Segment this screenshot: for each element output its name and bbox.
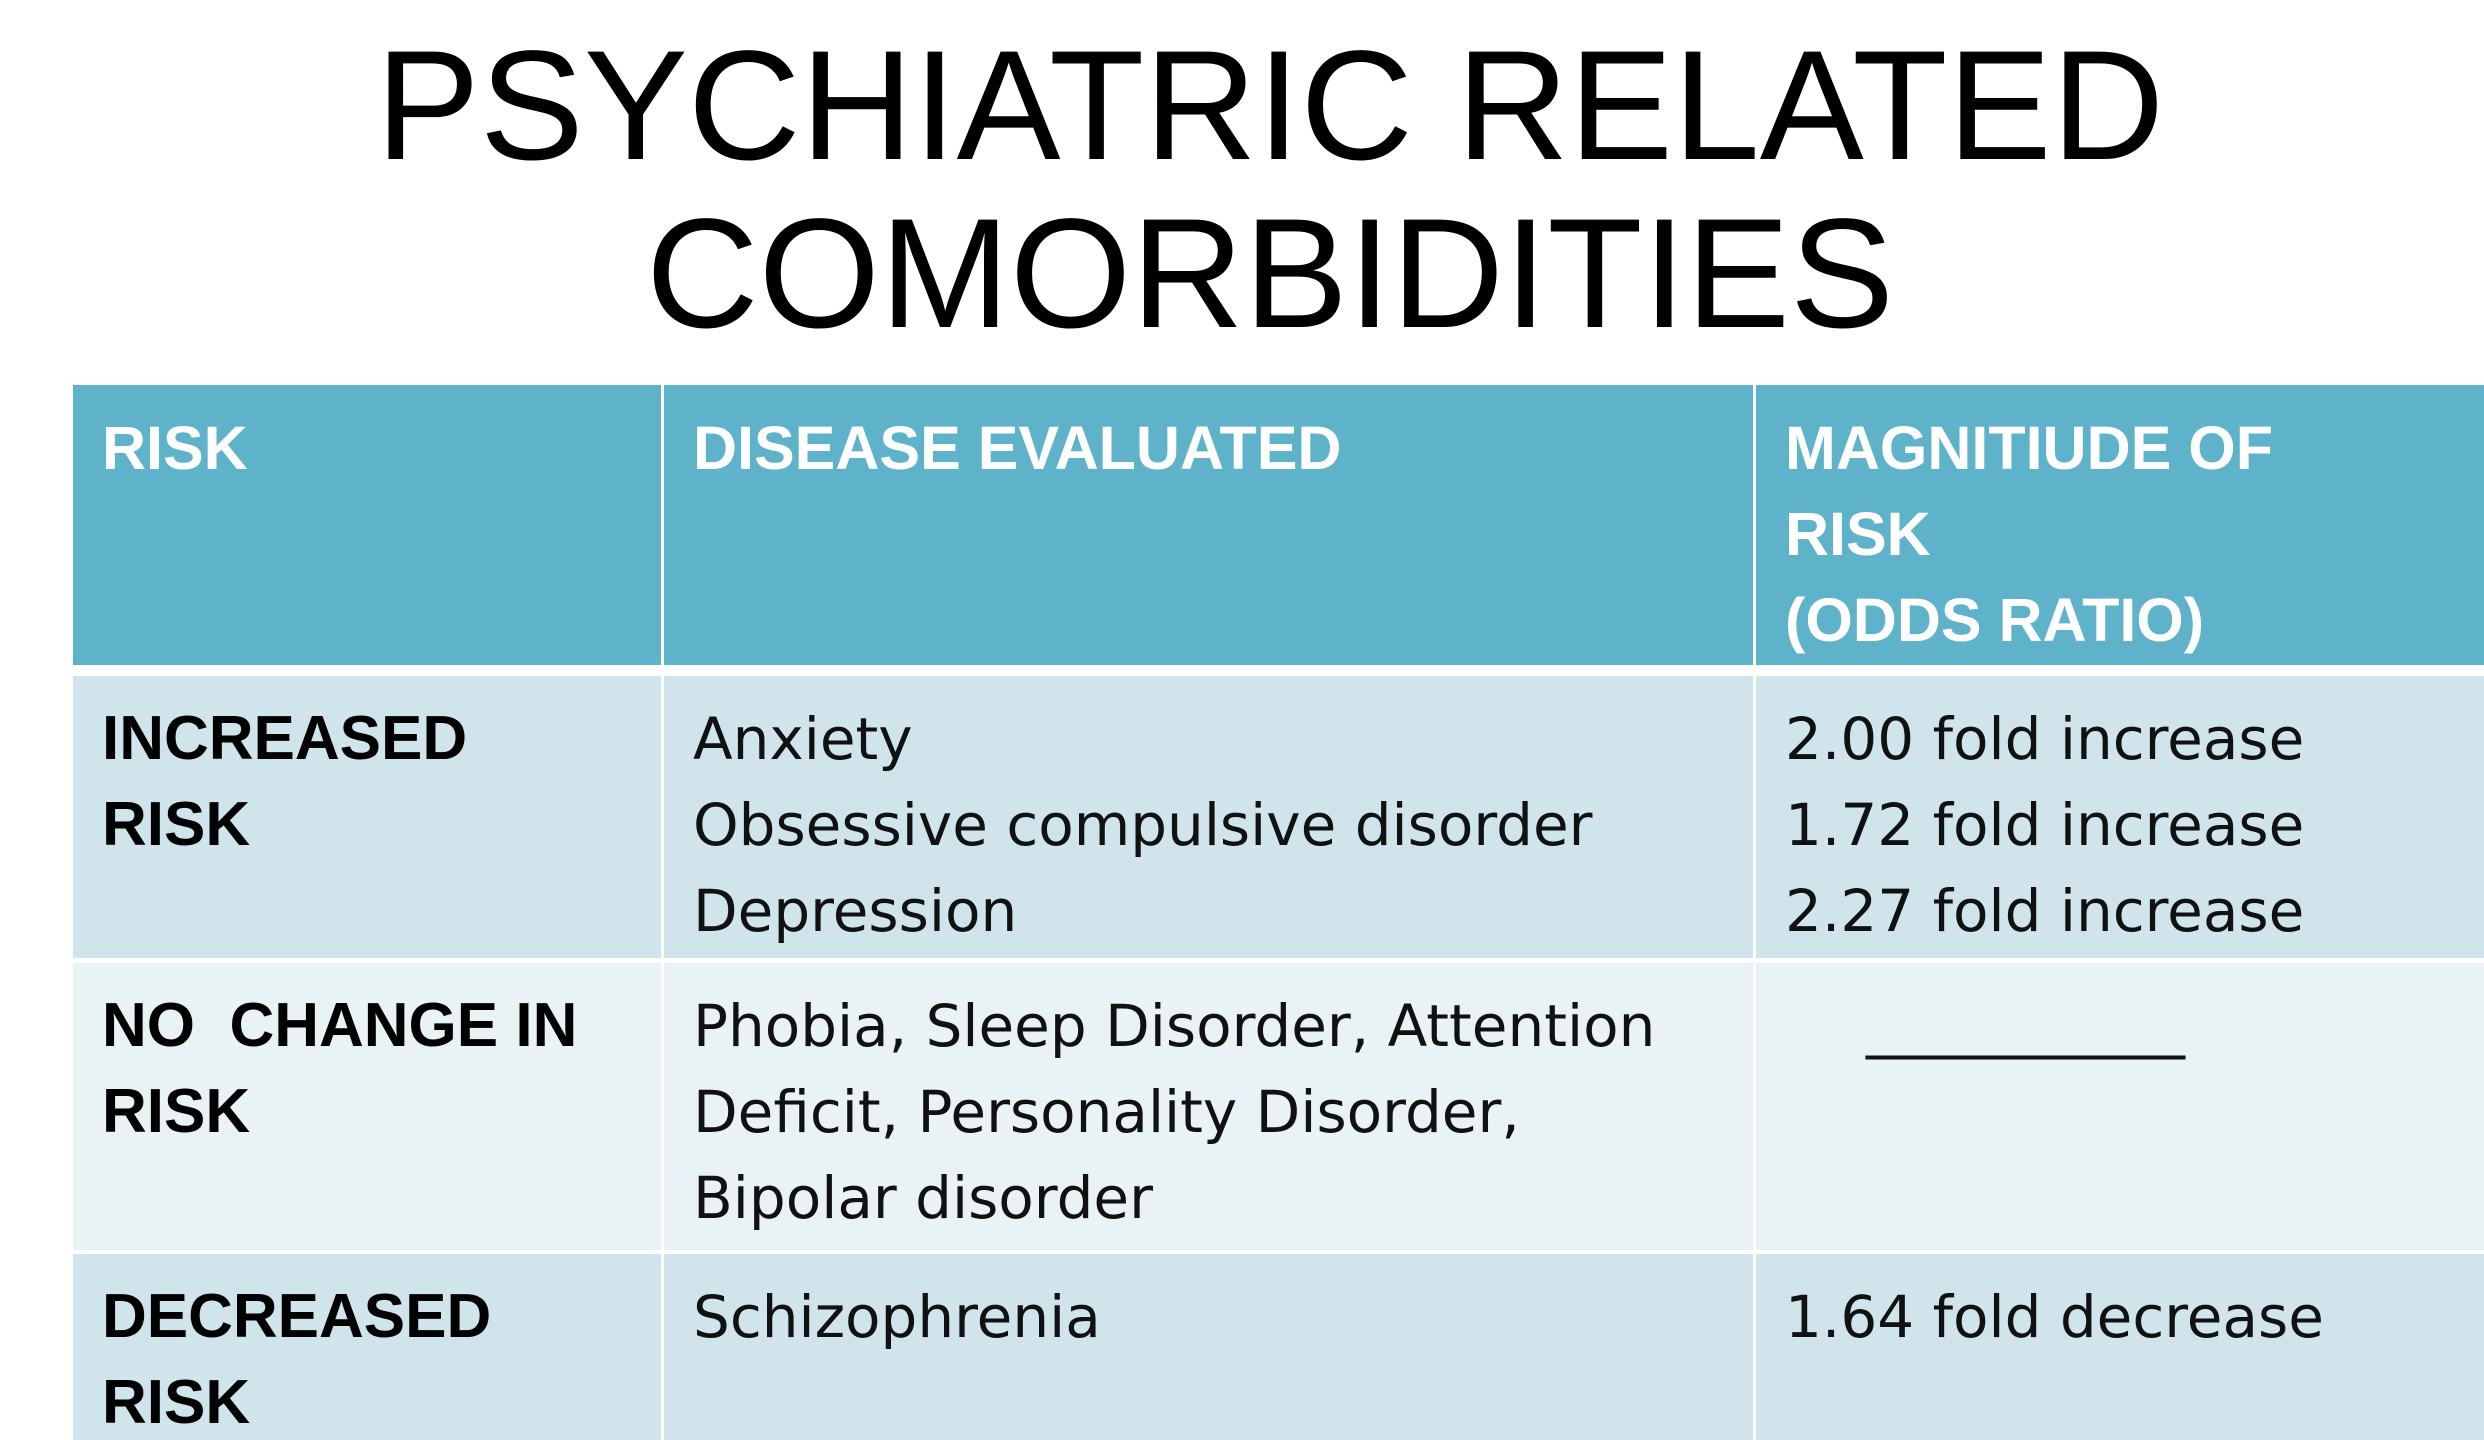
- cell-line: ___________: [1866, 992, 2185, 1060]
- cell-line: Obsessive compulsive disorder: [693, 791, 1593, 859]
- header-line: DISEASE EVALUATED: [693, 414, 1342, 482]
- cell-line: Phobia, Sleep Disorder, Attention: [693, 992, 1656, 1060]
- cell-line: RISK: [102, 1368, 251, 1437]
- risk-cell: INCREASED RISK: [73, 676, 661, 958]
- cell-line: Bipolar disorder: [693, 1164, 1153, 1232]
- cell-line: 1.72 fold increase: [1785, 791, 2305, 859]
- table: RISK DISEASE EVALUATED MAGNITIUDE OF RISK (O…: [73, 385, 2484, 1440]
- header-cell: MAGNITIUDE OF RISK (ODDS RATIO): [1756, 385, 2484, 665]
- cell-line: 2.00 fold increase: [1785, 705, 2305, 773]
- magnitude-cell: 2.00 fold increase 1.72 fold increase 2.27…: [1756, 676, 2484, 958]
- slide-title: PSYCHIATRIC RELATED COMORBIDITIES: [0, 22, 2484, 358]
- cell-line: INCREASED: [102, 704, 468, 773]
- cell-line: RISK: [102, 790, 251, 859]
- cell-line: DECREASED: [102, 1282, 492, 1351]
- magnitude-cell: 1.64 fold decrease: [1756, 1254, 2484, 1440]
- header-line: RISK: [102, 414, 248, 482]
- disease-cell: Phobia, Sleep Disorder, Attention Deficit…: [664, 963, 1753, 1250]
- header-cell: RISK: [73, 385, 661, 665]
- cell-line: 2.27 fold increase: [1785, 877, 2305, 945]
- header-line: RISK: [1785, 500, 1931, 568]
- cell-line: NO CHANGE IN: [102, 991, 578, 1060]
- title-line: PSYCHIATRIC RELATED: [375, 19, 2165, 193]
- disease-cell: Schizophrenia: [664, 1254, 1753, 1440]
- magnitude-cell: ___________: [1756, 963, 2484, 1250]
- cell-line: Anxiety: [693, 705, 913, 773]
- cell-line: 1.64 fold decrease: [1785, 1283, 2324, 1351]
- header-cell: DISEASE EVALUATED: [664, 385, 1753, 665]
- title-line: COMORBIDITIES: [645, 187, 1895, 361]
- risk-cell: NO CHANGE IN RISK: [73, 963, 661, 1250]
- header-line: MAGNITIUDE OF: [1785, 414, 2273, 482]
- cell-line: Deficit, Personality Disorder,: [693, 1078, 1520, 1146]
- cell-line: RISK: [102, 1077, 251, 1146]
- risk-cell: DECREASED RISK: [73, 1254, 661, 1440]
- header-line: (ODDS RATIO): [1785, 586, 2205, 654]
- disease-cell: Anxiety Obsessive compulsive disorder Depr…: [664, 676, 1753, 958]
- cell-line: Depression: [693, 877, 1018, 945]
- cell-line: Schizophrenia: [693, 1283, 1101, 1351]
